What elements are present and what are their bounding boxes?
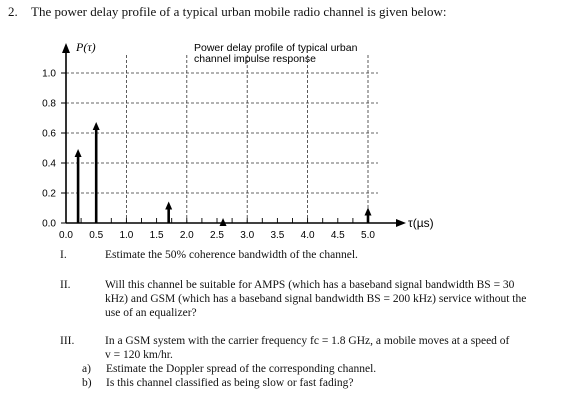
question-number: 2. xyxy=(8,4,18,19)
x-axis-label: τ(µs) xyxy=(408,216,434,230)
sub-question-2-label: II. xyxy=(60,279,71,291)
y-tick-label-0: 0.0 xyxy=(42,219,56,230)
y-tick-label-4: 0.8 xyxy=(42,99,56,110)
x-tick-label-5: 2.5 xyxy=(210,230,224,241)
sub-question-3-label: III. xyxy=(60,335,75,347)
sub-question-1-text: Estimate the 50% coherence bandwidth of … xyxy=(105,249,358,261)
x-tick-label-9: 4.5 xyxy=(331,230,345,241)
sub-question-2-line-1: Will this channel be suitable for AMPS (… xyxy=(105,279,515,291)
question-header: 2. The power delay profile of a typical … xyxy=(8,4,447,20)
sub-question-1-label: I. xyxy=(60,249,67,261)
x-tick-label-10: 5.0 xyxy=(361,230,375,241)
sub-question-3a-text: Estimate the Doppler spread of the corre… xyxy=(106,363,377,375)
sub-question-3b-label: b) xyxy=(82,377,92,389)
question-text: The power delay profile of a typical urb… xyxy=(31,4,447,19)
impulse-arrow-4 xyxy=(364,207,372,216)
impulse-arrow-3 xyxy=(219,218,227,226)
y-tick-label-1: 0.2 xyxy=(42,189,56,200)
x-tick-label-8: 4.0 xyxy=(301,230,315,241)
sub-question-3b-text: Is this channel classified as being slow… xyxy=(106,377,354,389)
chart-title-line-2: channel impulse response xyxy=(194,53,316,65)
impulse-arrow-1 xyxy=(92,122,100,130)
sub-question-2-line-2: kHz) and GSM (which has a baseband signa… xyxy=(105,293,527,305)
chart-title-line-1: Power delay profile of typical urban xyxy=(194,42,358,54)
x-tick-label-0: 0.0 xyxy=(59,230,73,241)
x-tick-label-3: 1.5 xyxy=(150,230,164,241)
sub-question-2-line-3: use of an equalizer? xyxy=(105,307,197,319)
sub-question-3-line-2: v = 120 km/hr. xyxy=(105,349,173,361)
x-tick-label-4: 2.0 xyxy=(180,230,194,241)
y-tick-label-2: 0.4 xyxy=(42,159,56,170)
sub-question-3-line-1: In a GSM system with the carrier frequen… xyxy=(105,335,510,347)
impulse-arrow-2 xyxy=(165,201,173,210)
y-axis-label: P(τ) xyxy=(75,40,96,54)
x-tick-label-7: 3.5 xyxy=(270,230,284,241)
y-axis-arrow xyxy=(62,43,70,53)
x-tick-label-1: 0.5 xyxy=(89,230,103,241)
x-axis-arrow xyxy=(396,219,406,227)
y-tick-label-3: 0.6 xyxy=(42,129,56,140)
impulse-arrow-0 xyxy=(74,149,82,157)
sub-question-3a-label: a) xyxy=(82,363,91,375)
x-tick-label-6: 3.0 xyxy=(240,230,254,241)
power-delay-profile-chart: 0.0 0.2 0.4 0.6 0.8 1.0 0.0 0.5 1.0 1.5 2.0 2.5 3.0 3… xyxy=(42,40,434,241)
y-tick-label-5: 1.0 xyxy=(42,69,56,80)
x-tick-label-2: 1.0 xyxy=(119,230,133,241)
